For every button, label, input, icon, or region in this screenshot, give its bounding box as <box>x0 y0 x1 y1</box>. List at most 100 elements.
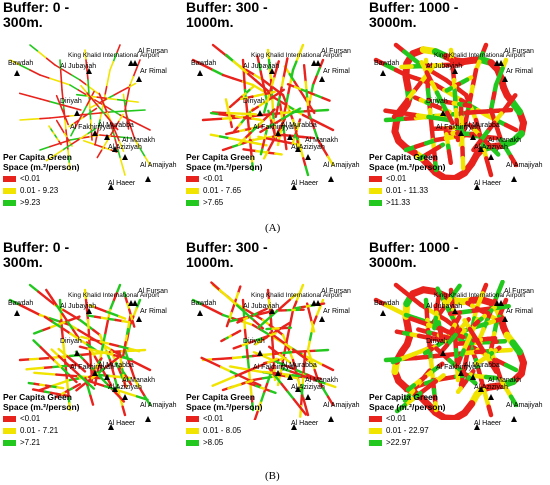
road-segment <box>123 379 127 388</box>
road-segment <box>318 58 325 70</box>
place-label: King Khalid International Airport <box>68 292 160 299</box>
road-segment <box>298 88 306 99</box>
road-segment <box>259 70 264 81</box>
road-segment <box>45 297 57 307</box>
place-label: Bawdah <box>191 60 217 67</box>
place-label: Al Jubayiah <box>243 63 280 70</box>
road-segment <box>89 119 93 131</box>
road-segment <box>253 319 265 330</box>
road-segment <box>321 363 335 372</box>
road-segment <box>38 356 52 360</box>
road-segment <box>61 393 70 398</box>
road-segment <box>259 126 269 134</box>
road-segment <box>65 118 70 126</box>
map-panel-a1: Buffer: 0 - 300m. Bawdah King Khalid Inter… <box>0 0 178 220</box>
road-segment <box>246 358 251 372</box>
road-segment <box>110 121 119 131</box>
place-label: Al Fakhiriyyah <box>436 124 480 131</box>
place-label: Ar Rimal <box>140 68 167 75</box>
road-segment <box>18 92 31 97</box>
road-segment <box>122 93 126 102</box>
road-segment <box>129 119 141 126</box>
place-marker-icon <box>104 134 110 140</box>
road-segment <box>55 119 61 126</box>
road-segment <box>79 79 88 86</box>
road-segment <box>29 117 41 121</box>
place-marker-icon <box>291 184 297 190</box>
road-segment <box>100 142 107 152</box>
road-segment <box>77 337 89 346</box>
road-segment <box>210 281 222 292</box>
road-segment <box>104 85 108 96</box>
road-segment <box>298 283 305 295</box>
road-segment <box>59 103 72 109</box>
road-segment <box>40 326 51 332</box>
place-label: Al Manakh <box>122 377 156 384</box>
road-segment <box>78 374 89 384</box>
road-segment <box>28 308 42 317</box>
road-segment <box>133 378 142 390</box>
road-segment <box>115 44 121 55</box>
place-marker-icon <box>494 300 500 306</box>
place-marker-icon <box>145 176 151 182</box>
road-segment <box>33 366 45 370</box>
place-marker-icon <box>136 316 142 322</box>
road-segment <box>98 92 105 104</box>
road-segment <box>228 102 236 109</box>
place-marker-icon <box>295 146 301 152</box>
road-segment <box>81 105 88 115</box>
road-segment <box>38 385 52 392</box>
place-marker-icon <box>470 134 476 140</box>
road-segment <box>286 83 297 89</box>
road-segment <box>299 353 310 362</box>
legend-label: <0.01 <box>203 414 224 423</box>
road-segment <box>326 395 335 407</box>
road-segment <box>326 155 335 167</box>
road-segment <box>211 43 223 53</box>
road-segment <box>503 122 519 133</box>
road-segment <box>298 43 305 55</box>
legend-item: >11.33 <box>369 197 489 208</box>
road-segment <box>75 93 88 97</box>
legend-label: 0.01 - 11.33 <box>386 186 429 195</box>
road-segment <box>302 362 306 376</box>
road-segment <box>285 111 295 118</box>
road-segment <box>225 53 235 63</box>
panel-title: Buffer: 300 - 1000m. <box>186 0 268 30</box>
road-segment <box>300 383 304 397</box>
legend-label: >22.97 <box>386 438 411 447</box>
road-segment <box>291 348 302 357</box>
road-segment <box>61 109 66 116</box>
road-segment <box>276 337 287 346</box>
road-segment <box>109 60 115 71</box>
legend-label: 0.01 - 9.23 <box>20 186 59 195</box>
place-label: King Khalid International Airport <box>251 52 343 59</box>
legend-label: <0.01 <box>386 414 407 423</box>
road-segment <box>91 107 98 113</box>
road-segment <box>243 78 247 92</box>
road-segment <box>116 98 129 102</box>
place-marker-icon <box>108 184 114 190</box>
road-segment <box>255 119 264 129</box>
road-segment <box>308 92 313 103</box>
place-label: Al Manakh <box>305 377 339 384</box>
map-legend: Per Capita Green Space (m.²/person) <0.01… <box>369 152 489 208</box>
road-segment <box>210 361 223 369</box>
place-marker-icon <box>122 394 128 400</box>
road-segment <box>477 327 486 341</box>
place-marker-icon <box>458 130 464 136</box>
road-segment <box>390 357 402 365</box>
road-segment <box>72 119 80 125</box>
road-segment <box>56 386 65 390</box>
road-segment <box>267 108 276 117</box>
place-marker-icon <box>287 134 293 140</box>
road-segment <box>281 350 295 355</box>
road-segment <box>266 144 273 154</box>
road-segment <box>138 363 152 372</box>
place-label: Al Amajiyah <box>506 402 543 409</box>
road-segment <box>462 102 473 109</box>
road-segment <box>112 292 118 303</box>
road-segment <box>229 121 234 129</box>
place-marker-icon <box>458 370 464 376</box>
legend-swatch <box>3 415 16 422</box>
